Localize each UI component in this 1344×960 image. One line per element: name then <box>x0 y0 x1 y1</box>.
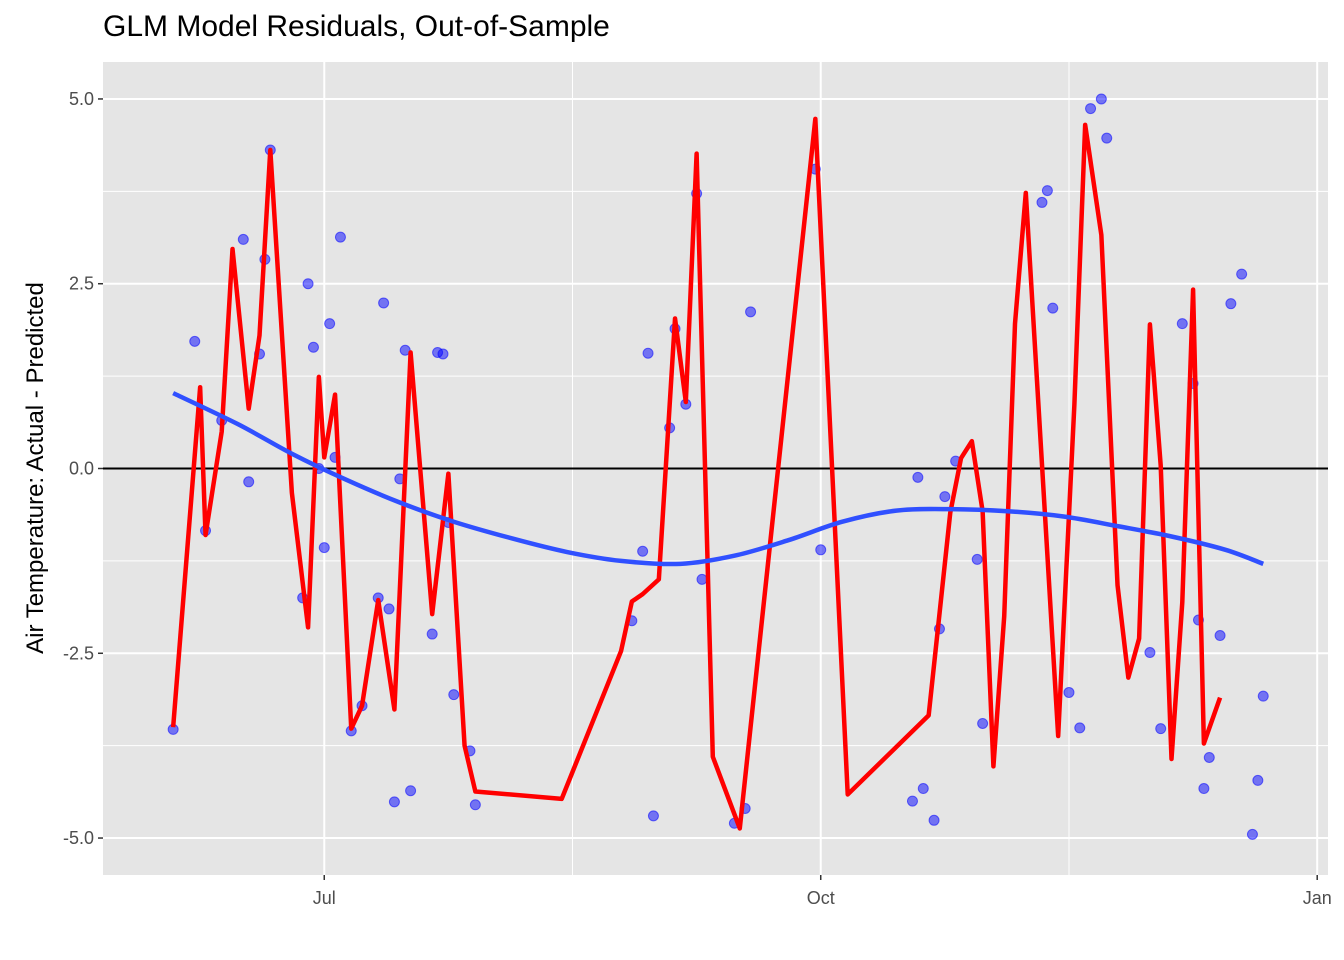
scatter-point <box>642 347 654 359</box>
smooth-trend-line <box>172 391 1265 567</box>
x-tick-label: Oct <box>807 888 835 908</box>
scatter-point <box>437 348 449 360</box>
scatter-point <box>917 783 929 795</box>
scatter-point <box>388 796 400 808</box>
y-axis-ticks: 5.0 2.5 0.0 -2.5 -5.0 <box>63 89 103 848</box>
scatter-point <box>383 603 395 615</box>
scatter-point <box>971 553 983 565</box>
scatter-point <box>378 297 390 309</box>
scatter-point <box>1203 751 1215 763</box>
scatter-point <box>405 785 417 797</box>
scatter-point <box>1198 783 1210 795</box>
grid-minor <box>103 62 1328 875</box>
scatter-point <box>647 810 659 822</box>
scatter-point <box>1074 722 1086 734</box>
y-tick-label: 2.5 <box>69 274 94 294</box>
scatter-point <box>307 341 319 353</box>
scatter-point <box>1257 690 1269 702</box>
y-tick-label: -2.5 <box>63 643 94 663</box>
scatter-point <box>1095 93 1107 105</box>
scatter-point <box>939 491 951 503</box>
scatter-point <box>1101 132 1113 144</box>
scatter-point <box>1047 302 1059 314</box>
scatter-point <box>189 335 201 347</box>
scatter-point <box>1236 268 1248 280</box>
scatter-point <box>1036 196 1048 208</box>
scatter-point <box>906 795 918 807</box>
scatter-point <box>1176 318 1188 330</box>
scatter-point <box>1246 828 1258 840</box>
smooth-trend-path <box>172 391 1265 567</box>
scatter-point <box>1063 686 1075 698</box>
scatter-point <box>399 344 411 356</box>
x-axis-ticks: Jul Oct Jan <box>313 875 1332 908</box>
scatter-point <box>637 545 649 557</box>
scatter-point <box>1144 647 1156 659</box>
scatter-point <box>1225 298 1237 310</box>
scatter-point <box>469 799 481 811</box>
scatter-point <box>243 476 255 488</box>
scatter-point <box>1085 103 1097 115</box>
x-tick-label: Jan <box>1303 888 1332 908</box>
y-tick-label: 5.0 <box>69 89 94 109</box>
scatter-point <box>334 231 346 243</box>
scatter-point <box>1252 774 1264 786</box>
x-tick-label: Jul <box>313 888 336 908</box>
residual-line-path <box>170 116 1223 831</box>
scatter-point <box>1041 185 1053 197</box>
residual-line <box>170 116 1223 831</box>
scatter-point <box>745 306 757 318</box>
scatter-point <box>302 278 314 290</box>
scatter-point <box>448 689 460 701</box>
scatter-point <box>977 717 989 729</box>
scatter-point <box>237 233 249 245</box>
scatter-point <box>324 318 336 330</box>
scatter-point <box>815 544 827 556</box>
y-tick-label: -5.0 <box>63 828 94 848</box>
scatter-point <box>426 628 438 640</box>
y-tick-label: 0.0 <box>69 459 94 479</box>
chart-title: GLM Model Residuals, Out-of-Sample <box>103 10 610 43</box>
scatter-point <box>1155 723 1167 735</box>
scatter-point <box>1214 630 1226 642</box>
scatter-point <box>912 471 924 483</box>
scatter-point <box>318 542 330 554</box>
scatter-point <box>928 814 940 826</box>
scatter-point <box>696 573 708 585</box>
